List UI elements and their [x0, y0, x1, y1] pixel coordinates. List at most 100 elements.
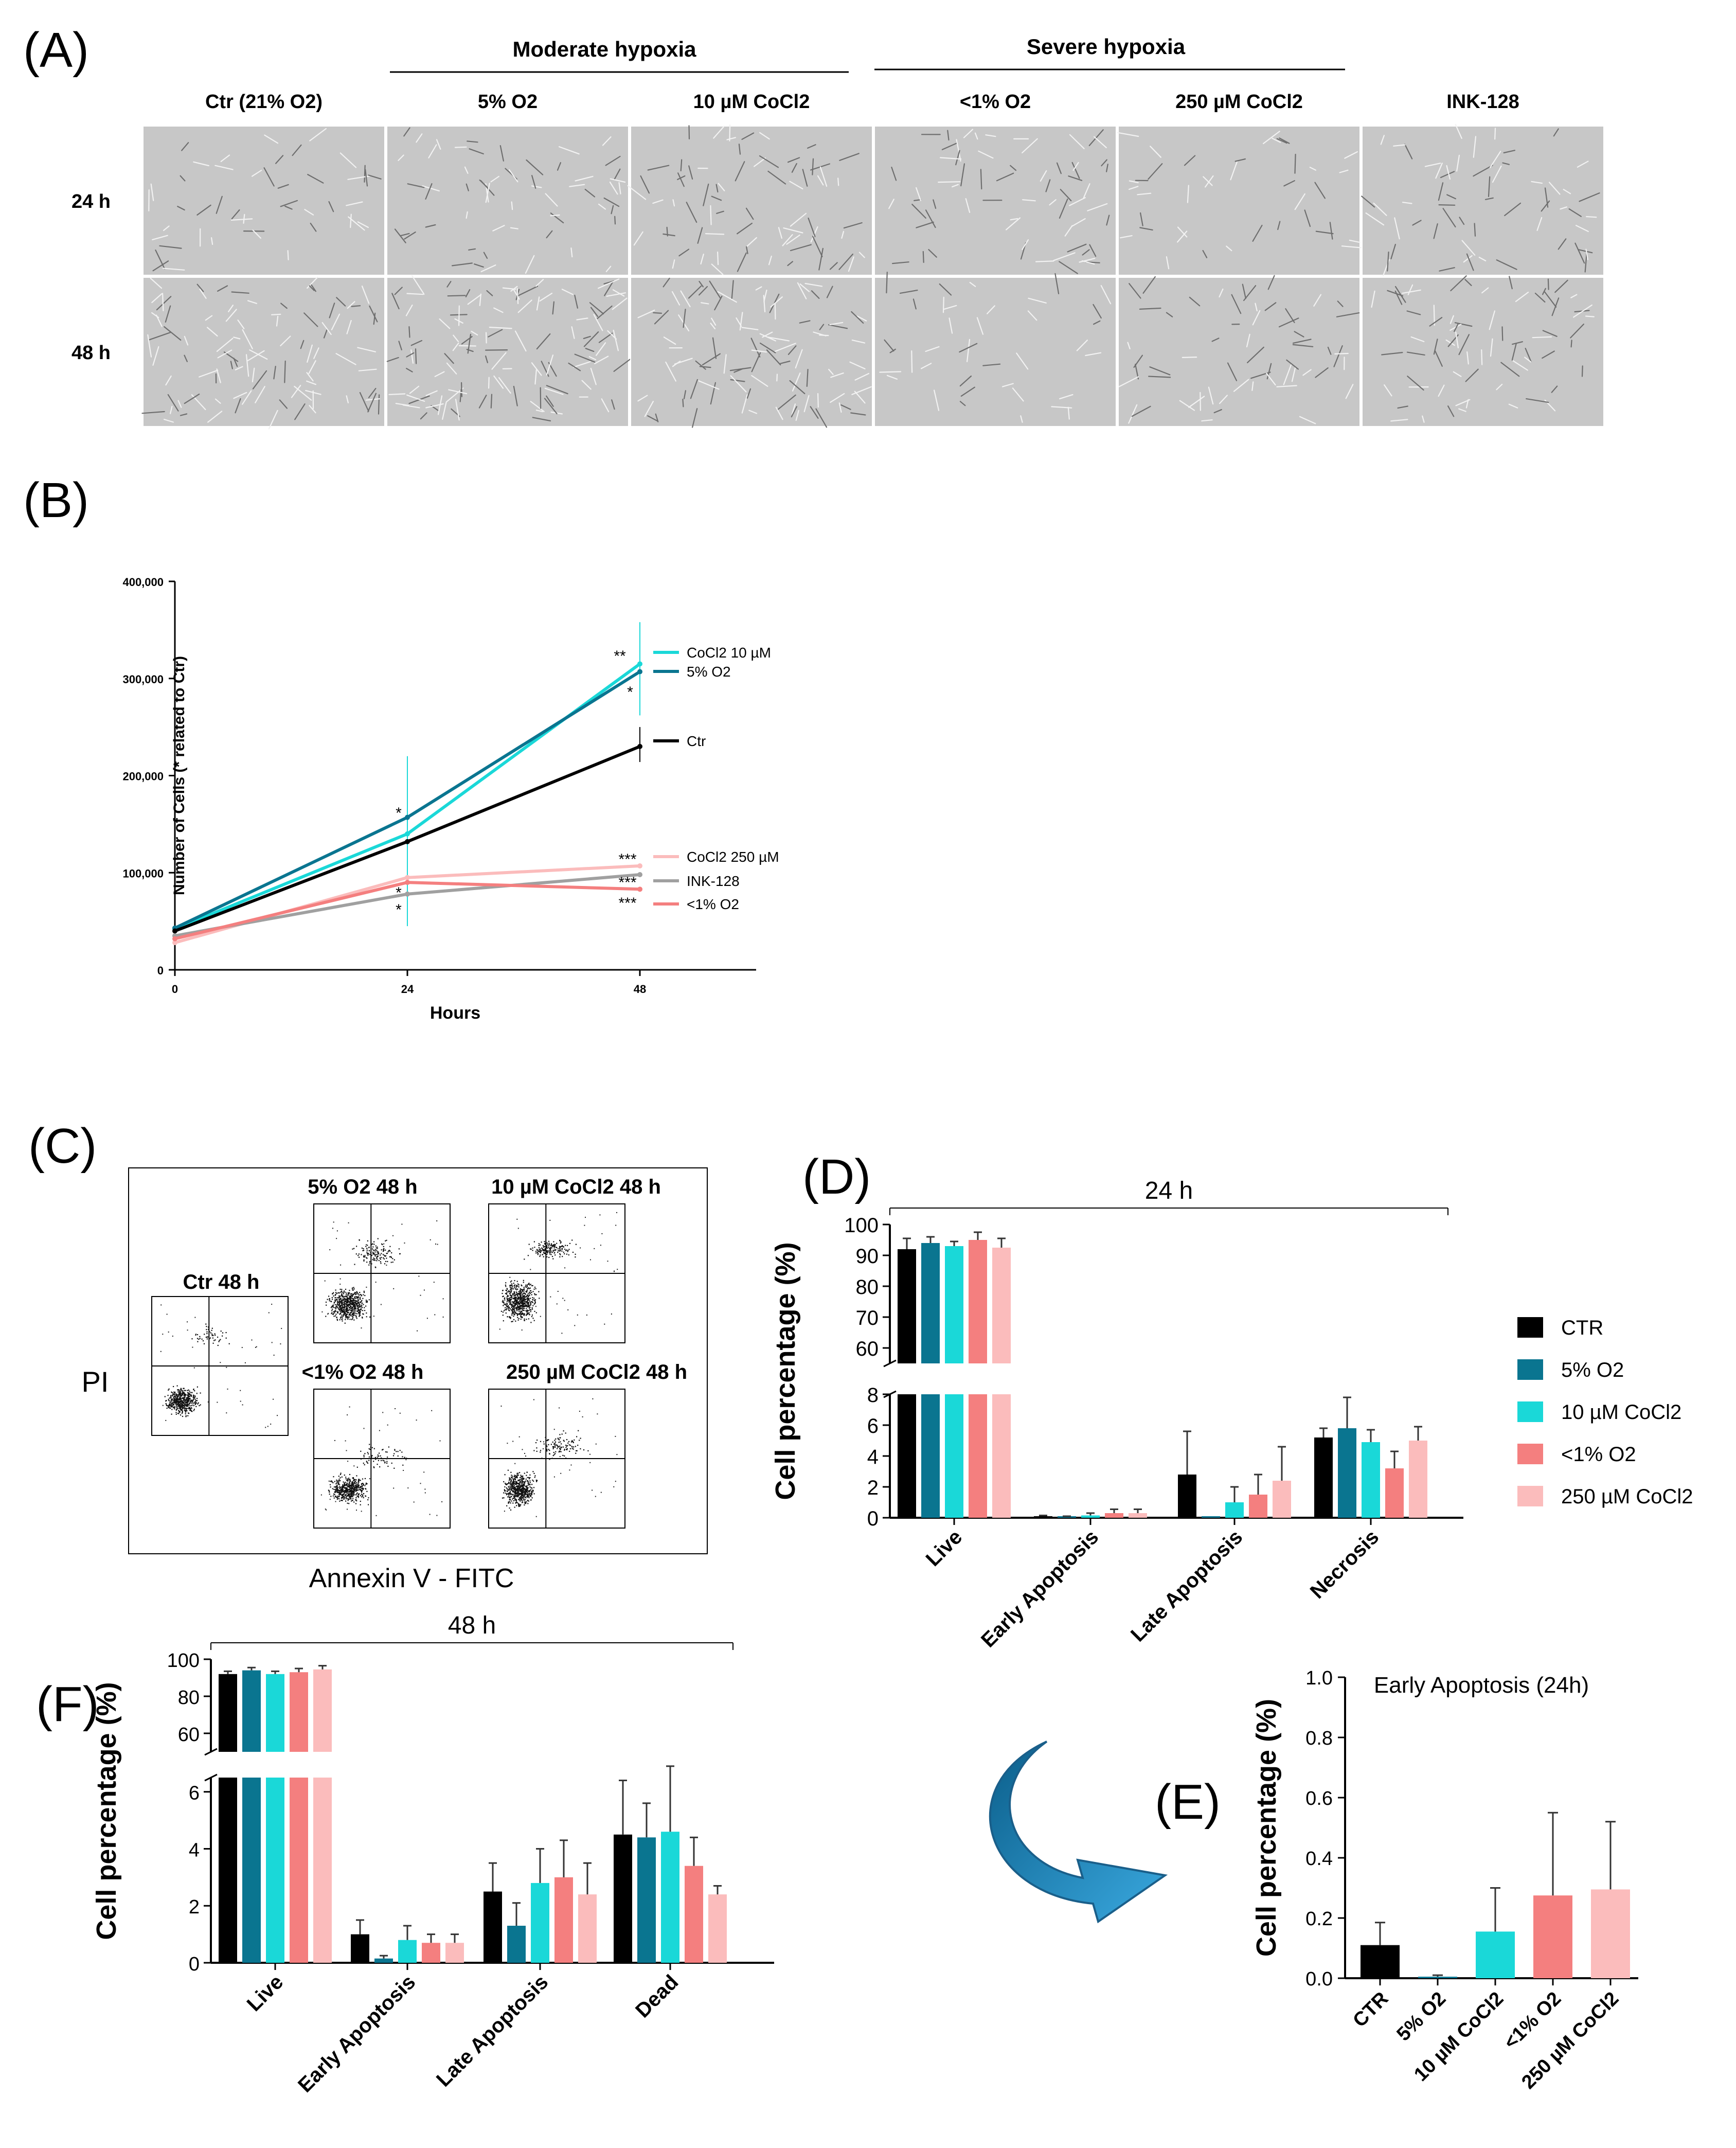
event-dot: [336, 1317, 337, 1318]
cell-mark: [339, 152, 357, 168]
event-dot: [520, 1299, 521, 1300]
event-dot: [517, 1293, 519, 1295]
cell-mark: [702, 353, 721, 366]
event-dot: [523, 1298, 525, 1300]
y-tick-label: 60: [178, 1724, 200, 1746]
event-dot: [180, 1403, 182, 1405]
event-dot: [539, 1255, 541, 1257]
event-dot: [361, 1306, 362, 1307]
event-dot: [196, 1338, 199, 1339]
cell-mark: [574, 353, 596, 363]
event-dot: [180, 1396, 181, 1397]
cell-mark: [1394, 290, 1403, 305]
event-dot: [170, 1397, 172, 1398]
event-dot: [518, 1483, 520, 1485]
cell-mark: [1402, 289, 1421, 294]
event-dot: [524, 1488, 525, 1490]
cell-mark: [791, 403, 796, 415]
cell-mark: [1433, 223, 1438, 239]
event-dot: [343, 1486, 344, 1488]
event-dot: [611, 1313, 612, 1315]
event-dot: [522, 1305, 524, 1307]
event-dot: [338, 1308, 339, 1310]
cell-mark: [388, 393, 406, 396]
event-dot: [332, 1495, 334, 1497]
cell-mark: [1570, 323, 1584, 339]
event-dot: [511, 1297, 512, 1298]
cell-mark: [1278, 317, 1299, 328]
event-dot: [589, 1462, 591, 1463]
cell-mark: [206, 327, 218, 337]
cell-mark: [313, 347, 319, 359]
event-dot: [514, 1489, 515, 1490]
event-dot: [336, 1488, 337, 1490]
event-dot: [342, 1487, 343, 1489]
event-dot: [515, 1482, 516, 1484]
event-dot: [552, 1441, 553, 1443]
event-dot: [534, 1294, 536, 1295]
cell-mark: [680, 159, 683, 171]
cell-mark: [802, 169, 808, 187]
event-dot: [530, 1489, 532, 1490]
event-dot: [195, 1401, 196, 1403]
event-dot: [349, 1482, 350, 1483]
event-dot: [358, 1312, 360, 1314]
x-tick-label: 48: [634, 983, 646, 996]
event-dot: [530, 1284, 531, 1285]
event-dot: [368, 1504, 369, 1505]
event-dot: [177, 1389, 178, 1391]
event-dot: [344, 1290, 345, 1292]
event-dot: [558, 1442, 560, 1443]
cell-mark: [959, 343, 978, 353]
event-dot: [222, 1335, 223, 1337]
event-dot: [516, 1476, 517, 1477]
data-point-cocl2-10-m: [405, 831, 410, 837]
event-dot: [201, 1338, 203, 1340]
event-dot: [187, 1321, 188, 1323]
event-dot: [519, 1489, 521, 1491]
event-dot: [570, 1441, 572, 1443]
event-dot: [510, 1509, 512, 1511]
event-dot: [416, 1419, 417, 1421]
cell-mark: [607, 330, 617, 340]
event-dot: [329, 1499, 331, 1500]
event-dot: [362, 1313, 364, 1315]
event-dot: [165, 1419, 167, 1421]
cell-mark: [357, 347, 377, 352]
cell-mark: [473, 263, 484, 268]
event-dot: [512, 1305, 514, 1306]
cell-mark: [583, 335, 591, 340]
event-dot: [509, 1302, 511, 1304]
cell-mark: [531, 175, 536, 189]
event-dot: [503, 1305, 504, 1306]
event-dot: [341, 1476, 343, 1478]
event-dot: [520, 1477, 521, 1479]
event-dot: [506, 1487, 507, 1489]
event-dot: [354, 1304, 356, 1305]
event-dot: [168, 1400, 170, 1401]
cell-mark: [663, 277, 670, 288]
event-dot: [565, 1447, 567, 1448]
event-dot: [240, 1390, 241, 1391]
event-dot: [345, 1494, 347, 1495]
event-dot: [528, 1477, 530, 1478]
event-dot: [510, 1487, 512, 1488]
cell-mark: [1490, 338, 1493, 357]
event-dot: [399, 1450, 401, 1451]
event-dot: [386, 1461, 388, 1462]
event-dot: [511, 1489, 513, 1491]
event-dot: [352, 1494, 354, 1496]
event-dot: [352, 1313, 354, 1315]
cell-mark: [1433, 305, 1435, 326]
cell-mark: [723, 354, 727, 374]
cell-mark: [510, 227, 518, 229]
event-dot: [518, 1503, 520, 1505]
legend-label-1-o2: <1% O2: [687, 896, 739, 912]
cell-mark: [741, 132, 755, 140]
event-dot: [382, 1449, 384, 1450]
cell-mark: [766, 349, 781, 366]
event-dot: [520, 1489, 522, 1491]
event-dot: [343, 1313, 345, 1316]
event-dot: [525, 1488, 527, 1490]
event-dot: [523, 1302, 524, 1303]
